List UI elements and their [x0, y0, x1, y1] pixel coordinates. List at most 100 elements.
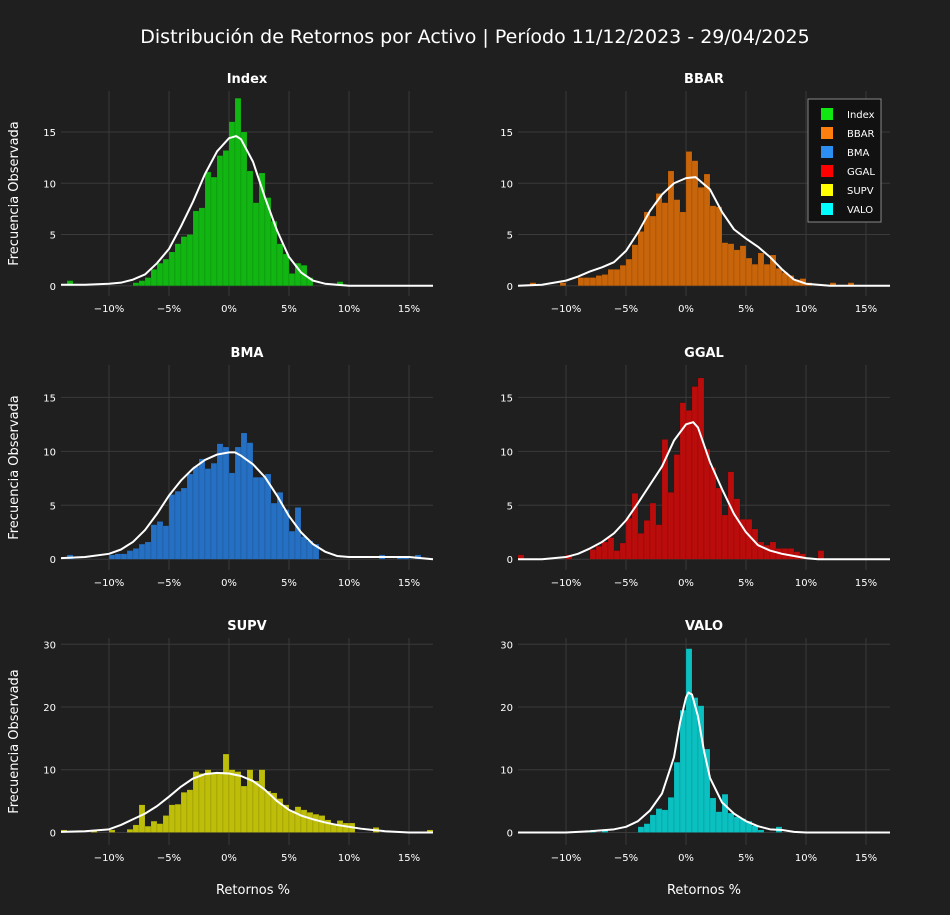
histogram-bar: [631, 493, 639, 560]
histogram-bar: [721, 514, 729, 560]
histogram-bar: [126, 550, 134, 560]
x-tick-label: 10%: [795, 304, 817, 315]
x-tick-label: 0%: [678, 304, 694, 315]
histogram-bar: [300, 809, 308, 833]
histogram-bar: [180, 487, 188, 560]
histogram-bar: [168, 804, 176, 833]
histogram-bar: [709, 467, 717, 560]
histogram-bar: [637, 231, 645, 286]
histogram-bar: [625, 258, 633, 286]
y-tick-label: 10: [43, 179, 56, 190]
subplot-index: Index −10% −5% 0% 5% 10% 15% 0 5 10 15 Frecuencia O…: [7, 72, 433, 315]
x-tick-label: 0%: [678, 578, 694, 589]
histogram-bar: [174, 804, 182, 833]
histogram-bar: [156, 263, 164, 286]
legend-item-index[interactable]: Index: [821, 108, 875, 121]
histogram-bar: [727, 812, 735, 833]
x-tick-label: 10%: [795, 853, 817, 864]
legend-item-bma[interactable]: BMA: [821, 146, 869, 159]
histogram-bar: [655, 808, 663, 833]
histogram-bar: [288, 530, 296, 560]
histogram-bar: [270, 220, 278, 286]
histogram-bar: [306, 812, 314, 833]
histogram-bar: [294, 507, 302, 560]
histogram-bar: [685, 410, 693, 560]
histogram-bar: [150, 269, 158, 286]
histogram-bar: [643, 520, 651, 560]
histogram-bar: [643, 823, 651, 833]
histogram-bar: [222, 150, 230, 286]
histogram-bar: [210, 772, 218, 833]
legend-swatch: [821, 127, 833, 139]
histogram-bar: [787, 548, 795, 560]
x-tick-label: 15%: [398, 578, 420, 589]
legend-item-valo[interactable]: VALO: [821, 203, 873, 216]
y-tick-label: 0: [507, 828, 513, 839]
legend-swatch: [821, 165, 833, 177]
histogram-bar: [715, 487, 723, 560]
subplot-ggal: GGAL −10% −5% 0% 5% 10% 15% 0 5 10 15: [500, 346, 890, 589]
x-tick-label: −5%: [614, 853, 638, 864]
histogram-bar: [108, 829, 116, 833]
legend-item-bbar[interactable]: BBAR: [821, 127, 875, 140]
y-tick-label: 0: [507, 555, 513, 566]
x-tick-label: −5%: [157, 853, 181, 864]
histogram-bar: [234, 97, 242, 286]
x-tick-label: 5%: [281, 304, 297, 315]
histogram-bar: [258, 769, 266, 833]
y-tick-label: 10: [500, 447, 513, 458]
histogram-bar: [156, 823, 164, 833]
histogram-bar: [817, 550, 825, 560]
histogram-bar: [763, 264, 771, 286]
histogram-bar: [685, 648, 693, 833]
histogram-bar: [733, 498, 741, 560]
histogram-bar: [132, 824, 140, 833]
histogram-bar: [721, 793, 729, 833]
histogram-bar: [132, 548, 140, 560]
x-tick-label: −5%: [614, 304, 638, 315]
subplot-title: BBAR: [684, 72, 724, 87]
y-tick-label: 30: [500, 640, 513, 651]
legend-label: SUPV: [847, 186, 874, 197]
x-tick-label: −10%: [94, 578, 125, 589]
y-axis-title: Frecuencia Observada: [7, 669, 22, 814]
histogram-bar: [264, 790, 272, 833]
histogram-bar: [607, 269, 615, 286]
legend-item-ggal[interactable]: GGAL: [821, 165, 875, 178]
histogram-bar: [192, 210, 200, 286]
histogram-bar: [204, 171, 212, 286]
histogram-bar: [631, 244, 639, 286]
histogram-bar: [120, 553, 128, 560]
y-axis-title: Frecuencia Observada: [7, 121, 22, 266]
x-tick-label: 10%: [795, 578, 817, 589]
histogram-bar: [240, 432, 248, 560]
histogram-bar: [252, 477, 260, 560]
histogram-bar: [108, 554, 116, 560]
histogram-bar: [691, 386, 699, 560]
x-tick-label: 5%: [281, 578, 297, 589]
subplot-title: BMA: [231, 346, 264, 361]
histogram-bar: [703, 748, 711, 833]
histogram-bar: [156, 521, 164, 560]
histogram-bar: [583, 277, 591, 286]
kde-line: [60, 771, 433, 834]
legend-swatch: [821, 146, 833, 158]
legend-item-supv[interactable]: SUPV: [821, 184, 874, 197]
histogram-bar: [745, 257, 753, 286]
histogram-bar: [697, 187, 705, 286]
histogram-bar: [691, 697, 699, 833]
histogram-bar: [721, 242, 729, 286]
histogram-bar: [601, 274, 609, 286]
x-tick-label: 10%: [338, 304, 360, 315]
histogram-bar: [282, 253, 290, 286]
y-tick-label: 0: [50, 282, 56, 293]
legend-swatch: [821, 108, 833, 120]
histogram-bar: [294, 806, 302, 833]
histogram-bar: [673, 454, 681, 560]
legend-swatch: [821, 203, 833, 215]
y-tick-label: 10: [43, 766, 56, 777]
legend-label: Index: [847, 110, 875, 121]
histogram-bar: [288, 273, 296, 286]
legend[interactable]: Index BBAR BMA GGAL SUPV VALO: [807, 98, 882, 223]
histogram-bar: [649, 814, 657, 833]
